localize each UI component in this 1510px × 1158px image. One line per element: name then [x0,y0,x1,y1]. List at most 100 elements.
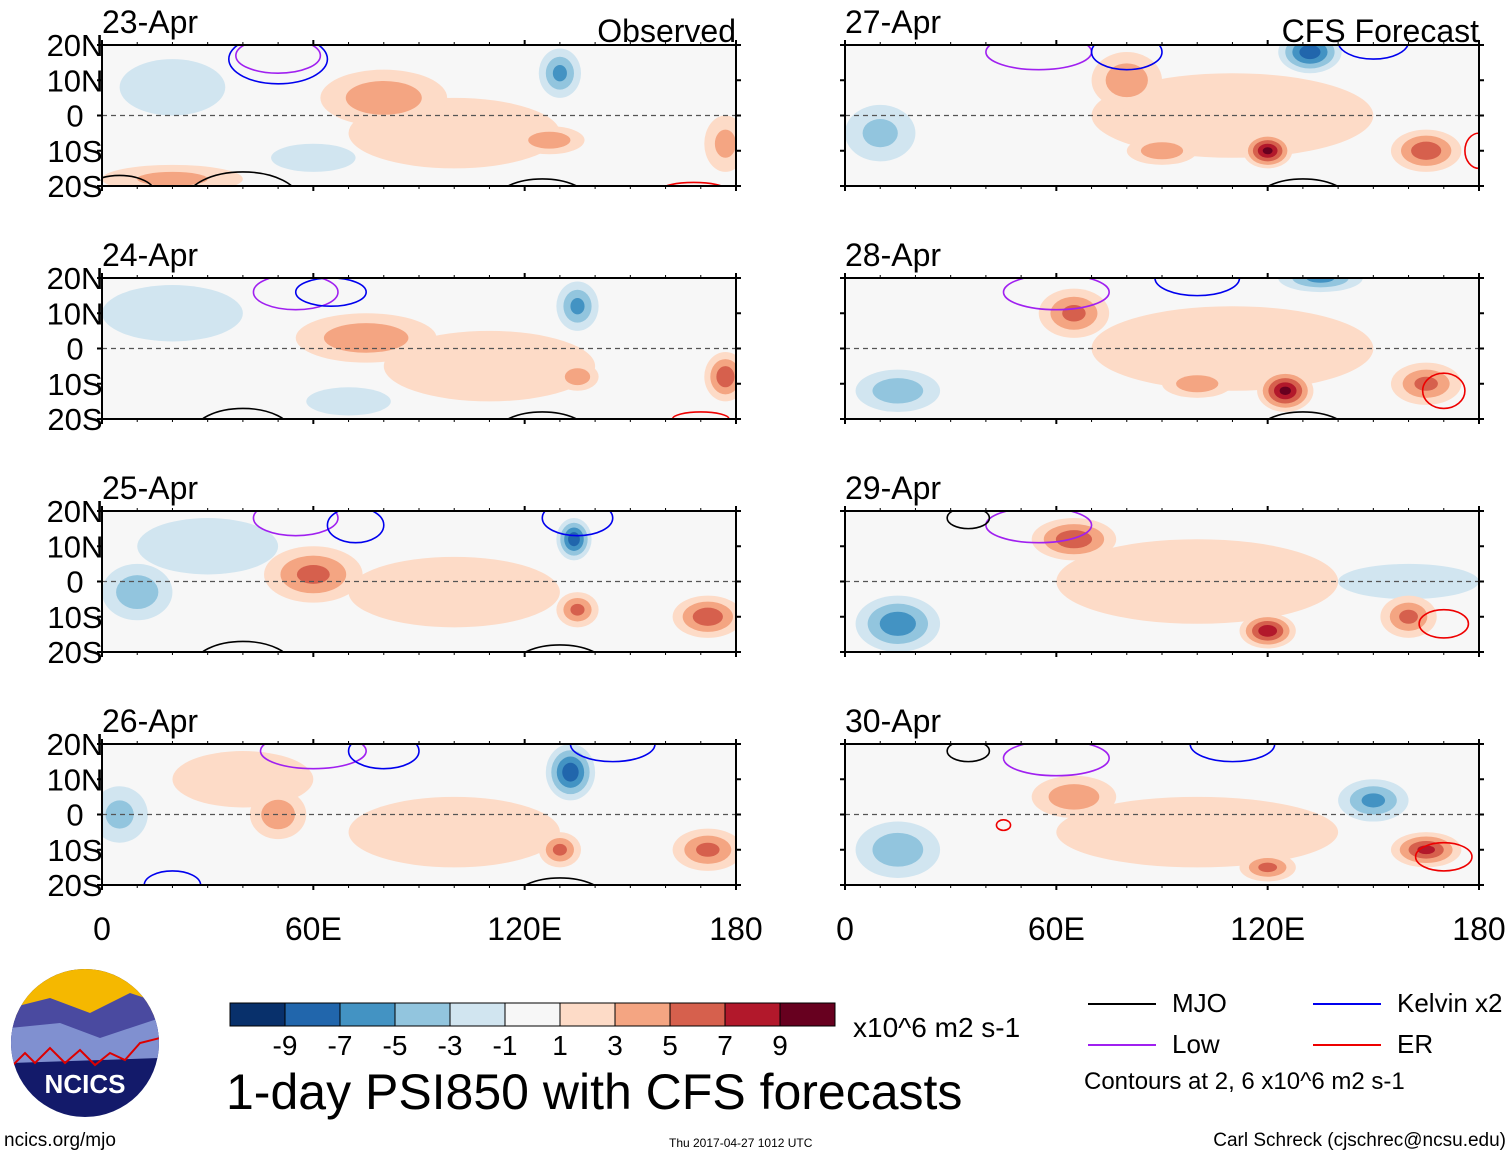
colorbar-swatch [284,1002,341,1027]
wave-contour [228,45,329,85]
colorbar-swatch [229,1002,286,1027]
anomaly-shading [137,171,208,186]
wave-contour [201,407,285,419]
wave-contour [1464,132,1479,170]
wave-contour [1418,608,1470,639]
wave-contour [541,511,614,537]
anomaly-shading [716,366,735,388]
x-tick-label: 0 [93,911,111,947]
wave-contour [143,870,202,885]
author-credit: Carl Schreck (cjschrec@ncsu.edu) [1213,1130,1506,1151]
legend-line-swatch [1088,1043,1156,1046]
colorbar-units: x10^6 m2 s-1 [853,1012,1021,1043]
wave-contour [1337,45,1409,60]
wave-contour [995,818,1012,832]
y-tick-label: 20S [47,402,102,437]
panel-28-Apr: 28-Apr [840,237,1484,424]
colorbar-label: -9 [273,1030,298,1061]
anomaly-shading [562,762,579,782]
anomaly-shading [872,832,924,867]
legend-item: MJO [1088,988,1227,1019]
panel-tag: CFS Forecast [1282,13,1479,49]
colorbar-label: 9 [772,1030,788,1061]
logo-text: NCICS [45,1069,126,1099]
anomaly-shading [1399,609,1418,624]
colorbar-label: -5 [383,1030,408,1061]
x-tick-label: 180 [1452,911,1505,947]
wave-contour [1267,178,1339,186]
anomaly-shading [570,297,585,315]
wave-contour [1267,411,1339,419]
y-tick-label: 10S [47,367,102,402]
wave-contour [326,511,385,544]
wave-contour [259,744,367,770]
wave-contour [1421,372,1466,410]
y-tick-label: 10N [47,529,104,564]
chart-title: 1-day PSI850 with CFS forecasts [226,1064,963,1120]
anomaly-shading [137,518,279,575]
colorbar-label: 7 [717,1030,733,1061]
y-tick-label: 0 [66,798,83,833]
colorbar: -9 -7 -5 -3 -1 1 3 5 7 9 [229,1002,836,1061]
wave-contour [252,511,339,537]
anomaly-shading [116,575,159,609]
legend-label: Low [1172,1029,1220,1059]
colorbar-swatch [669,1002,726,1027]
y-tick-label: 0 [66,332,83,367]
wave-contour [1414,841,1473,872]
site-link[interactable]: ncics.org/mjo [4,1130,116,1151]
y-tick-label: 20S [47,868,102,903]
timestamp: Thu 2017-04-27 1012 UTC [669,1136,813,1150]
colorbar-swatch [339,1002,396,1027]
legend-line-swatch [1313,1043,1381,1046]
x-tick-label: 60E [285,911,342,947]
panel-30-Apr: 30-Apr 0 60E 120E 180 [836,703,1506,947]
anomaly-shading [528,131,571,149]
y-tick-label: 0 [66,565,83,600]
legend-line-swatch [1313,1002,1381,1005]
anomaly-shading [296,565,330,584]
panel-date: 25-Apr [102,470,198,506]
y-tick-label: 10N [47,63,104,98]
legend-label: Kelvin x2 [1397,988,1503,1018]
wave-contour [506,178,579,186]
wave-contour [1154,278,1241,297]
wave-contour [201,640,285,652]
y-tick-label: 20S [47,635,102,670]
wave-contour [1189,744,1276,763]
wave-contour [946,511,991,530]
panel-date: 23-Apr [102,4,198,40]
colorbar-swatch [724,1002,781,1027]
x-tick-label: 120E [1230,911,1305,947]
x-tick-label: 0 [836,911,854,947]
anomaly-shading [568,532,580,547]
colorbar-swatch [559,1002,616,1027]
anomaly-shading [714,129,736,158]
wave-contour [1090,45,1163,71]
wave-contour [102,174,153,186]
anomaly-shading [1414,376,1438,391]
x-tick-label: 60E [1028,911,1085,947]
anomaly-shading [1176,375,1219,393]
anomaly-shading [1306,278,1335,283]
colorbar-swatch [504,1002,561,1027]
anomaly-shading [692,607,723,626]
wave-contour [252,278,339,311]
anomaly-shading [261,799,296,830]
panel-date: 28-Apr [845,237,941,273]
colorbar-swatch [449,1002,506,1027]
anomaly-shading [323,323,409,353]
anomaly-shading [1299,45,1321,60]
wave-contour [347,744,420,770]
colorbar-swatch [779,1002,836,1027]
colorbar-label: 3 [607,1030,623,1061]
wave-contour [235,45,322,74]
colorbar-label: -7 [328,1030,353,1061]
y-tick-label: 10S [47,134,102,169]
panel-date: 29-Apr [845,470,941,506]
anomaly-shading [1338,563,1479,600]
wave-contour [506,411,579,419]
